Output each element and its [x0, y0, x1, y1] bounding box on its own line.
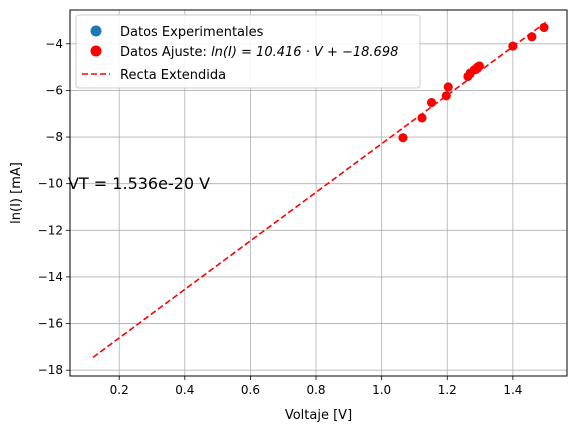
x-tick-label: 0.8 [306, 383, 325, 397]
y-tick-label: −8 [45, 130, 63, 144]
legend-label-experimental: Datos Experimentales [120, 25, 264, 40]
legend: Datos Experimentales Datos Ajuste: ln(I)… [75, 14, 421, 89]
fit-point [474, 61, 484, 71]
x-tick-label: 1.0 [372, 383, 391, 397]
y-tick-label: −18 [38, 363, 63, 377]
x-tick-label: 0.2 [110, 383, 129, 397]
x-tick-label: 1.4 [503, 383, 522, 397]
legend-marker-fit [90, 45, 102, 57]
y-tick-label: −16 [38, 317, 63, 331]
legend-box [75, 14, 421, 89]
x-axis-label: Voltaje [V] [285, 408, 352, 423]
x-tick-label: 0.6 [241, 383, 260, 397]
y-tick-label: −6 [45, 83, 63, 97]
y-tick-label: −14 [38, 270, 63, 284]
legend-label-fit-formula: ln(I) = 10.416 · V + −18.698 [211, 45, 398, 60]
y-axis-label: ln(I) [mA] [9, 162, 24, 224]
fit-point [443, 82, 453, 92]
legend-label-fit: Datos Ajuste: ln(I) = 10.416 · V + −18.6… [120, 45, 398, 60]
plot-frame [69, 9, 568, 377]
fit-point [417, 113, 427, 123]
fit-point [441, 91, 451, 101]
fit-point [427, 98, 437, 108]
fit-point [508, 41, 518, 51]
axis-ticks: 0.2 0.4 0.6 0.8 1.0 1.2 1.4 −18 −16 −14 −12 −10 −8 −6… [38, 37, 523, 397]
y-tick-label: −12 [38, 223, 63, 237]
legend-label-extended-line: Recta Extendida [120, 68, 226, 83]
points-layer [398, 22, 549, 143]
fit-point [398, 133, 408, 143]
fit-point [539, 22, 549, 32]
legend-label-fit-prefix: Datos Ajuste: [120, 45, 211, 60]
fit-point [527, 32, 537, 42]
x-tick-label: 0.4 [175, 383, 194, 397]
y-tick-label: −4 [45, 37, 63, 51]
vt-annotation: VT = 1.536e-20 V [68, 174, 210, 193]
y-tick-label: −10 [38, 177, 63, 191]
legend-marker-experimental [90, 25, 102, 37]
x-tick-label: 1.2 [438, 383, 457, 397]
